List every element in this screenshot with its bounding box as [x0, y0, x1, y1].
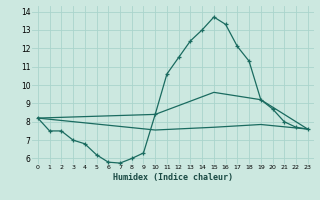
X-axis label: Humidex (Indice chaleur): Humidex (Indice chaleur)	[113, 173, 233, 182]
